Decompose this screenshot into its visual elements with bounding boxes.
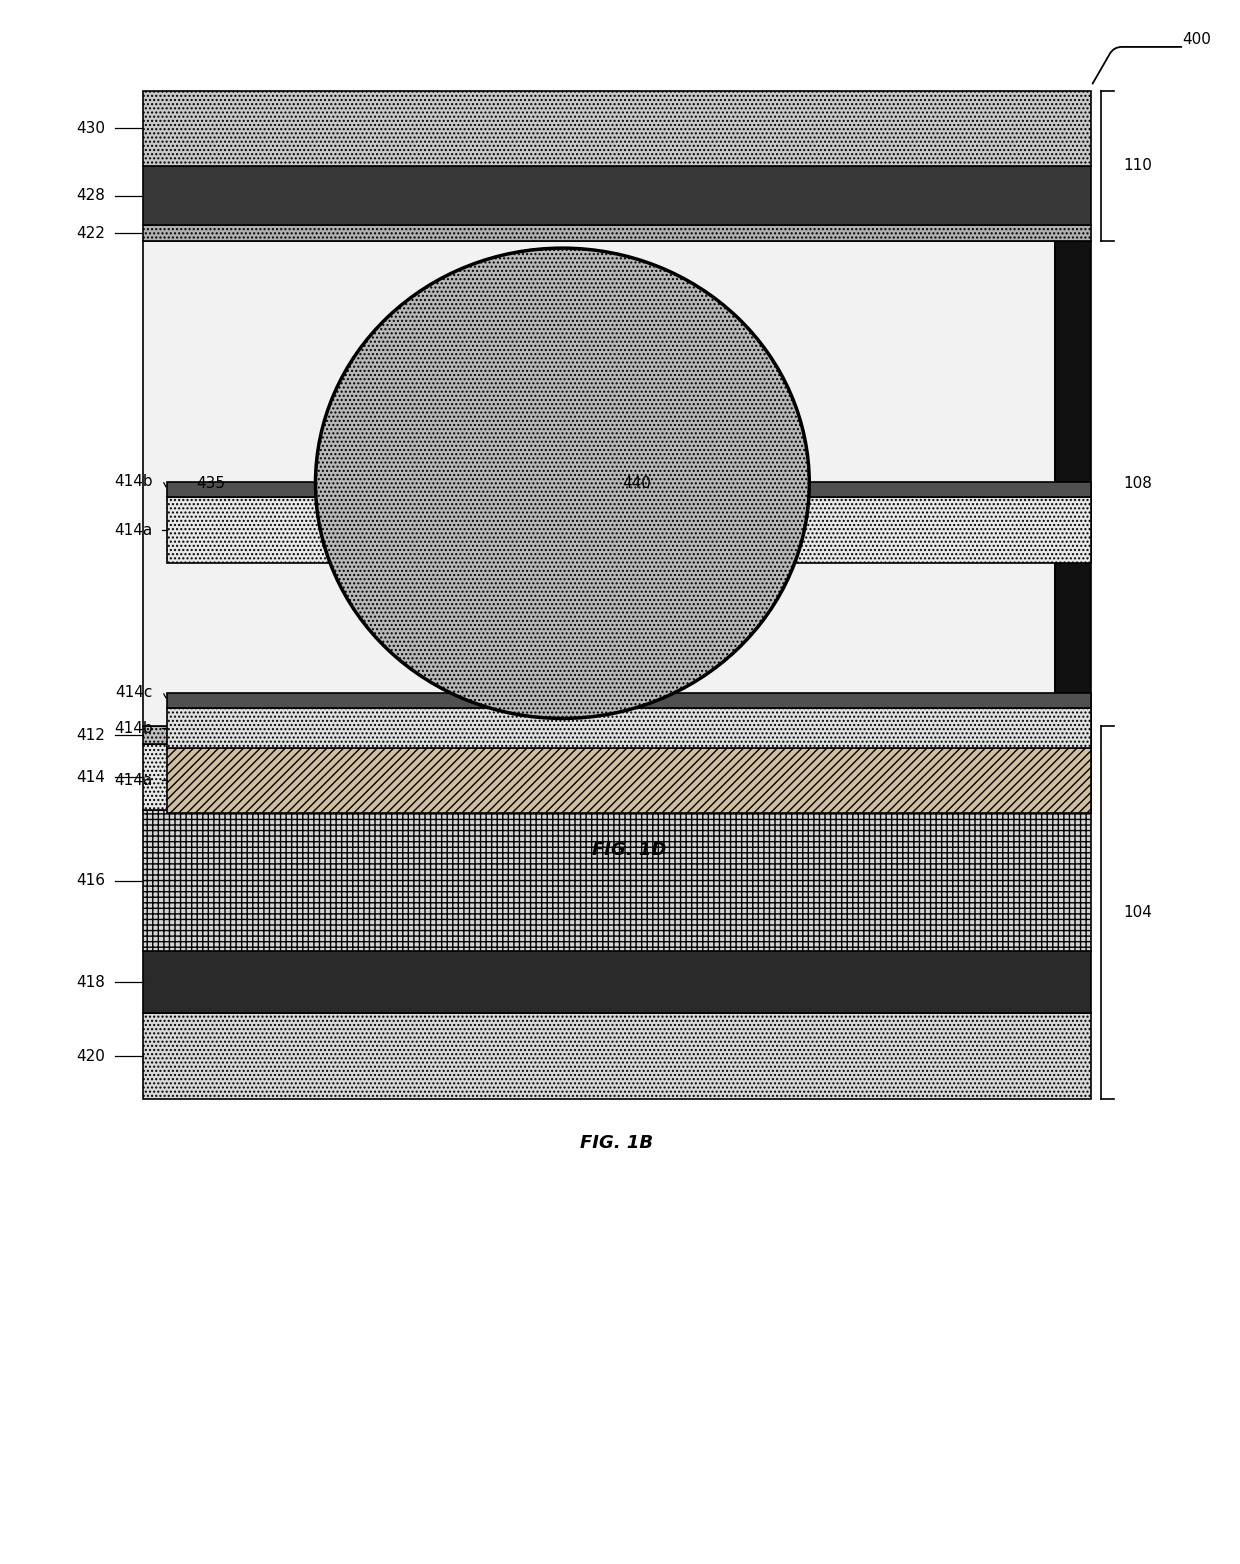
Ellipse shape [315,249,810,718]
Bar [167,708,1091,748]
Text: 422: 422 [77,225,105,241]
Bar [167,482,1091,497]
Bar [1055,241,1091,726]
Text: 414b: 414b [114,721,153,735]
Bar [143,951,1091,1013]
Text: 414a: 414a [114,522,153,538]
Text: 418: 418 [77,974,105,990]
Text: 430: 430 [77,120,105,136]
Bar [143,241,1055,726]
Bar [143,241,1055,726]
Text: 414a: 414a [114,773,153,788]
Text: 428: 428 [77,188,105,203]
Text: 414c: 414c [115,685,153,701]
Bar [167,693,1091,708]
Text: 416: 416 [77,873,105,888]
Bar [143,91,1091,166]
Text: FIG. 1C: FIG. 1C [593,591,666,610]
Text: 104: 104 [1123,906,1152,920]
Text: 412: 412 [77,727,105,743]
Text: 414b: 414b [114,474,153,490]
Bar [143,225,1091,241]
Bar [167,497,1091,563]
Text: 108: 108 [1123,475,1152,491]
Text: 400: 400 [1182,31,1211,47]
Text: FIG. 1B: FIG. 1B [580,1134,653,1153]
Text: 414: 414 [77,769,105,785]
Bar [143,810,1091,951]
Text: 420: 420 [77,1049,105,1064]
Bar [167,748,1091,813]
Bar [143,726,1091,744]
Text: 435: 435 [196,475,226,491]
Text: 440: 440 [622,475,651,491]
Text: 110: 110 [1123,158,1152,174]
Bar [143,166,1091,225]
Text: FIG. 1D: FIG. 1D [593,841,666,860]
Bar [143,1013,1091,1099]
Bar [143,744,1091,810]
